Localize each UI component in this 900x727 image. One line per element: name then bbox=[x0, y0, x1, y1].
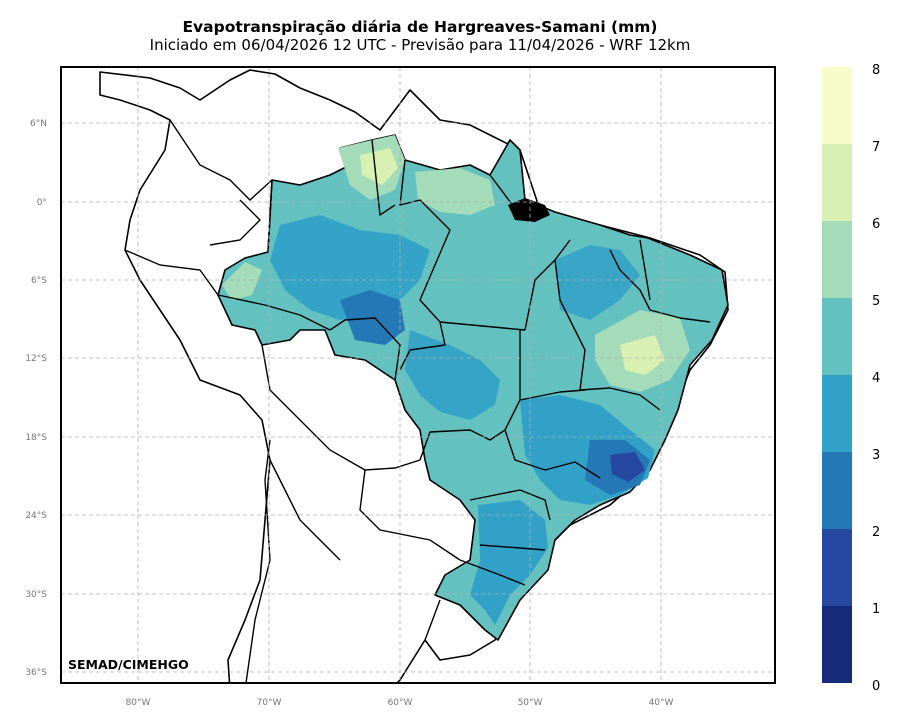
colorbar-segment bbox=[822, 375, 852, 452]
brazil-et-field bbox=[217, 134, 729, 641]
colorbar-label: 6 bbox=[872, 217, 880, 232]
longitude-labels: 80°W 70°W 60°W 50°W 40°W bbox=[126, 698, 674, 708]
map-title: Evapotranspiração diária de Hargreaves-S… bbox=[182, 18, 658, 36]
state-borders bbox=[217, 139, 711, 586]
lon-label: 80°W bbox=[126, 698, 151, 708]
graticule bbox=[61, 67, 775, 683]
zone-6-7-roraima bbox=[360, 148, 398, 185]
zone-5-6-amapa bbox=[415, 168, 495, 215]
zone-3-4-north bbox=[555, 245, 640, 320]
map-frame bbox=[60, 66, 776, 684]
colorbar-label: 5 bbox=[872, 294, 880, 309]
lon-label: 70°W bbox=[257, 698, 282, 708]
colorbar-segment bbox=[822, 144, 852, 221]
lon-label: 50°W bbox=[518, 698, 543, 708]
lon-label: 60°W bbox=[388, 698, 413, 708]
colorbar bbox=[822, 67, 852, 683]
colorbar-label: 7 bbox=[872, 140, 880, 155]
map-subtitle: Iniciado em 06/04/2026 12 UTC - Previsão… bbox=[149, 36, 691, 54]
colorbar-label: 8 bbox=[872, 63, 880, 78]
country-borders bbox=[124, 119, 461, 683]
lat-label: 0° bbox=[37, 198, 47, 208]
zone-5-6-acre bbox=[222, 262, 262, 300]
colorbar-segment bbox=[822, 221, 852, 298]
latitude-labels: 6°N 0° 6°S 12°S 18°S 24°S 30°S 36°S bbox=[25, 119, 47, 678]
colorbar-label: 4 bbox=[872, 371, 880, 386]
colorbar-label: 1 bbox=[872, 602, 880, 617]
lat-label: 12°S bbox=[25, 354, 47, 364]
colorbar-label: 2 bbox=[872, 525, 880, 540]
colorbar-label: 0 bbox=[872, 679, 880, 694]
lat-label: 36°S bbox=[25, 668, 47, 678]
lat-label: 30°S bbox=[25, 590, 47, 600]
lat-label: 18°S bbox=[25, 433, 47, 443]
zone-3-4-west bbox=[270, 215, 430, 320]
colorbar-segment bbox=[822, 452, 852, 529]
lat-label: 6°N bbox=[30, 119, 47, 129]
colorbar-segment bbox=[822, 606, 852, 683]
lat-label: 6°S bbox=[31, 276, 47, 286]
colorbar-segment bbox=[822, 298, 852, 375]
colorbar-segment bbox=[822, 529, 852, 606]
lat-label: 24°S bbox=[25, 511, 47, 521]
colorbar-labels: 0 1 2 3 4 5 6 7 8 bbox=[872, 63, 880, 694]
colorbar-segment bbox=[822, 67, 852, 144]
colorbar-label: 3 bbox=[872, 448, 880, 463]
credit-label: SEMAD/CIMEHGO bbox=[68, 657, 189, 672]
zone-6-7-bahia bbox=[620, 335, 665, 375]
marajo-island bbox=[508, 198, 550, 222]
zone-3-4-central bbox=[405, 330, 500, 420]
zone-1-2-minas bbox=[610, 452, 645, 482]
lon-label: 40°W bbox=[649, 698, 674, 708]
